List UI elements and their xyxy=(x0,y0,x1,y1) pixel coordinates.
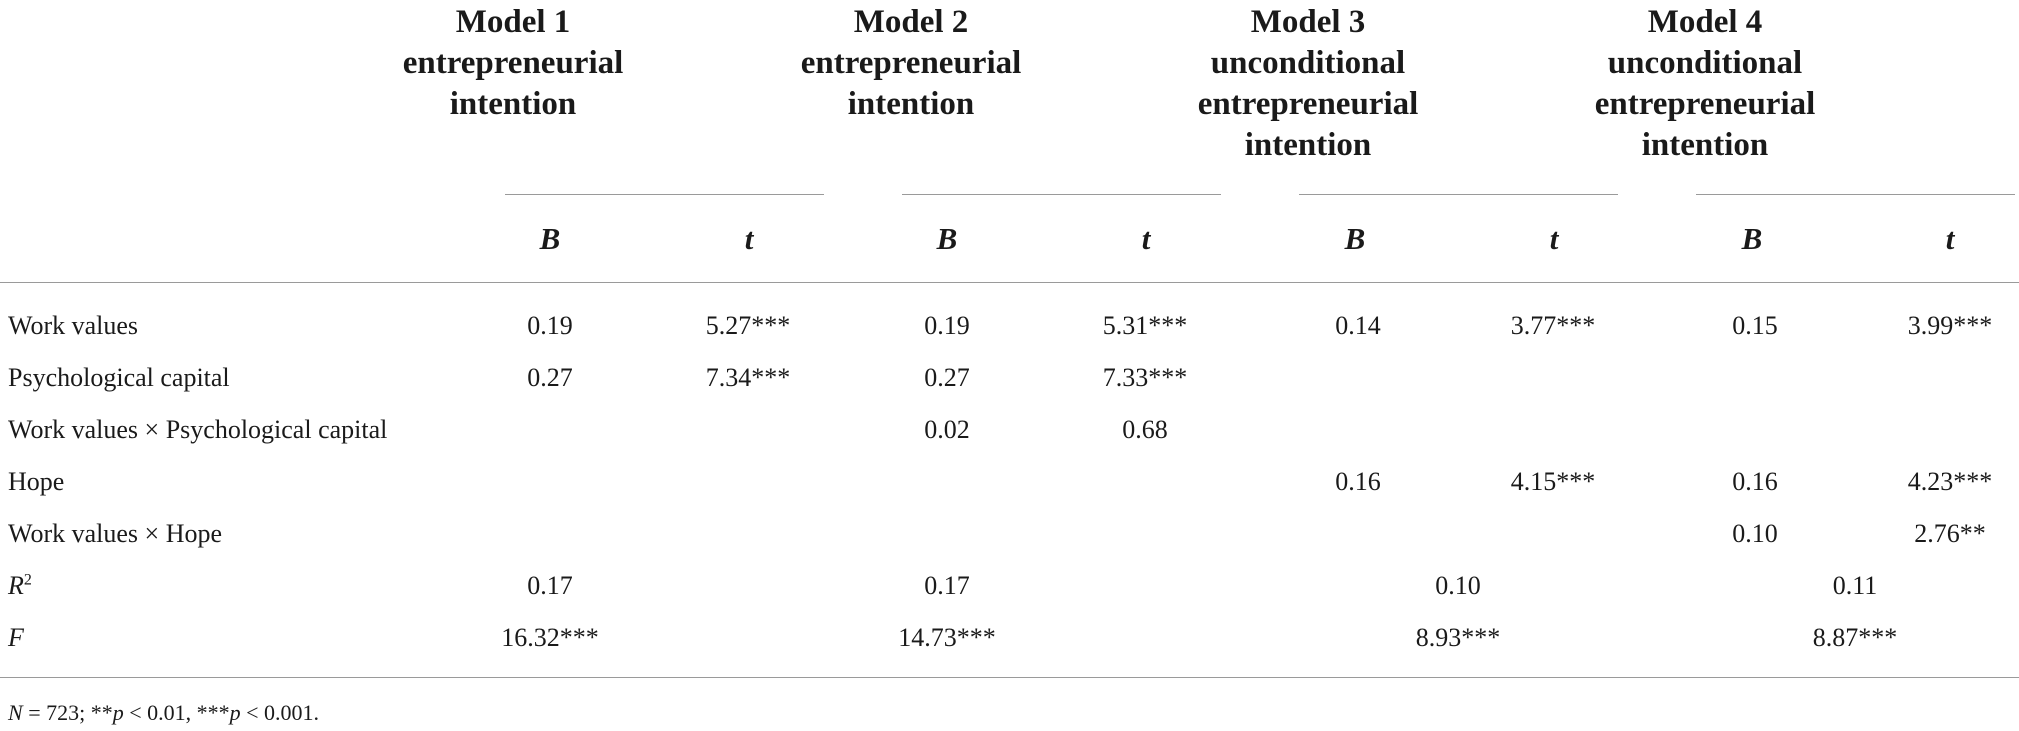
m1-t-work-values: 5.27*** xyxy=(705,311,791,340)
m1-t-psycap: 7.34*** xyxy=(705,363,791,392)
m4-f: 8.87*** xyxy=(1812,623,1898,652)
model-3-dv-line-2: entrepreneurial xyxy=(1197,86,1419,122)
bottom-rule xyxy=(0,677,2019,678)
row-label-hope: Hope xyxy=(8,467,65,496)
model-4-dv-line-1: unconditional xyxy=(1607,45,1803,81)
row-label-r-squared: R2 xyxy=(8,571,32,601)
m4-b-wv-x-hope: 0.10 xyxy=(1732,519,1778,548)
m1-f: 16.32*** xyxy=(501,623,599,652)
note-p-symbol-2: p xyxy=(229,700,241,725)
model-4-title: Model 4 xyxy=(1647,4,1763,40)
model-1-header: Model 1 entrepreneurial intention xyxy=(333,2,693,125)
m2-r-squared: 0.17 xyxy=(924,571,970,600)
f-symbol: F xyxy=(8,623,24,652)
model-1-dv-line-2: intention xyxy=(449,86,577,122)
model-3-t-header: t xyxy=(1549,221,1559,256)
note-p-symbol-1: p xyxy=(112,700,124,725)
note-n-symbol: N xyxy=(8,700,23,725)
note-n-value: = 723; ** xyxy=(22,700,113,725)
r-symbol: R xyxy=(8,571,24,600)
model-2-title: Model 2 xyxy=(853,4,969,40)
m2-b-wv-x-psycap: 0.02 xyxy=(924,415,970,444)
note-p-threshold-2: < 0.001. xyxy=(240,700,320,725)
m2-t-work-values: 5.31*** xyxy=(1102,311,1188,340)
m4-t-hope: 4.23*** xyxy=(1907,467,1993,496)
model-3-title: Model 3 xyxy=(1250,4,1366,40)
row-label-f: F xyxy=(8,623,24,653)
model-3-dv-line-3: intention xyxy=(1244,127,1372,163)
row-label-wv-x-psycap: Work values × Psychological capital xyxy=(8,415,388,444)
model-2-t-header: t xyxy=(1141,221,1151,256)
r-squared-exponent: 2 xyxy=(23,571,32,589)
m1-b-psycap: 0.27 xyxy=(527,363,573,392)
model-1-b-header: B xyxy=(539,221,561,256)
m1-b-work-values: 0.19 xyxy=(527,311,573,340)
m3-t-work-values: 3.77*** xyxy=(1510,311,1596,340)
table-footnote: N = 723; **p < 0.01, ***p < 0.001. xyxy=(8,700,319,726)
m2-b-work-values: 0.19 xyxy=(924,311,970,340)
m3-b-work-values: 0.14 xyxy=(1335,311,1381,340)
row-label-psychological-capital: Psychological capital xyxy=(8,363,230,392)
m4-b-work-values: 0.15 xyxy=(1732,311,1778,340)
row-label-wv-x-hope: Work values × Hope xyxy=(8,519,223,548)
m3-b-hope: 0.16 xyxy=(1335,467,1381,496)
model-1-title: Model 1 xyxy=(455,4,571,40)
model-1-rule xyxy=(505,194,824,195)
model-4-dv-line-3: intention xyxy=(1641,127,1769,163)
model-4-header: Model 4 unconditional entrepreneurial in… xyxy=(1525,2,1885,166)
m2-t-wv-x-psycap: 0.68 xyxy=(1122,415,1168,444)
model-1-t-header: t xyxy=(744,221,754,256)
model-3-b-header: B xyxy=(1344,221,1366,256)
m4-b-hope: 0.16 xyxy=(1732,467,1778,496)
model-4-dv-line-2: entrepreneurial xyxy=(1594,86,1816,122)
model-2-dv-line-1: entrepreneurial xyxy=(800,45,1022,81)
m4-t-work-values: 3.99*** xyxy=(1907,311,1993,340)
model-2-dv-line-2: intention xyxy=(847,86,975,122)
m4-t-wv-x-hope: 2.76** xyxy=(1914,519,1986,548)
model-4-t-header: t xyxy=(1945,221,1955,256)
model-2-header: Model 2 entrepreneurial intention xyxy=(731,2,1091,125)
m3-r-squared: 0.10 xyxy=(1435,571,1481,600)
header-rule xyxy=(0,282,2019,283)
model-4-rule xyxy=(1696,194,2015,195)
m2-f: 14.73*** xyxy=(898,623,996,652)
m3-t-hope: 4.15*** xyxy=(1510,467,1596,496)
model-1-dv-line-1: entrepreneurial xyxy=(402,45,624,81)
model-3-header: Model 3 unconditional entrepreneurial in… xyxy=(1128,2,1488,166)
m3-f: 8.93*** xyxy=(1415,623,1501,652)
model-3-rule xyxy=(1299,194,1618,195)
model-3-dv-line-1: unconditional xyxy=(1210,45,1406,81)
m4-r-squared: 0.11 xyxy=(1832,571,1878,600)
note-p-threshold-1: < 0.01, *** xyxy=(123,700,230,725)
m2-t-psycap: 7.33*** xyxy=(1102,363,1188,392)
model-4-b-header: B xyxy=(1741,221,1763,256)
m1-r-squared: 0.17 xyxy=(527,571,573,600)
row-label-work-values: Work values xyxy=(8,311,139,340)
m2-b-psycap: 0.27 xyxy=(924,363,970,392)
model-2-b-header: B xyxy=(936,221,958,256)
model-2-rule xyxy=(902,194,1221,195)
